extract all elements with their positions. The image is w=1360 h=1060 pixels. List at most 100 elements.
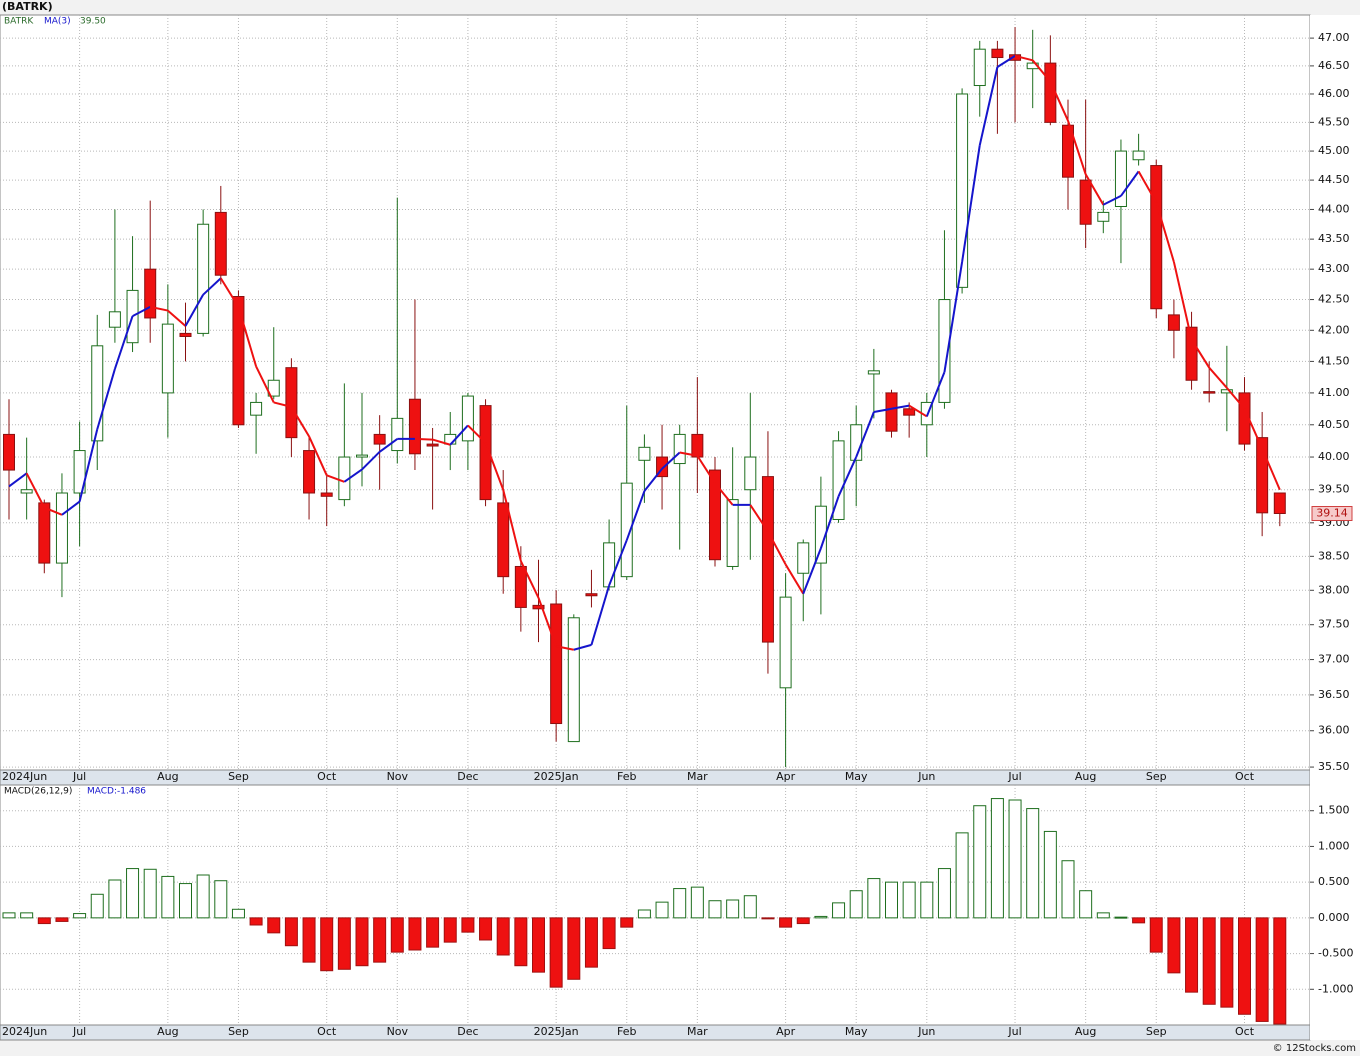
macd-bar — [73, 913, 87, 919]
macd-bar — [1132, 917, 1146, 924]
ma-segment — [519, 560, 540, 599]
ma-segment — [537, 597, 558, 647]
candle-body — [356, 454, 368, 458]
macd-bar — [637, 909, 651, 919]
ma-segment — [414, 437, 433, 441]
macd-bar — [337, 917, 351, 970]
x-tick-label: Oct — [1235, 770, 1255, 783]
ma-segment — [749, 504, 769, 533]
macd-bar — [779, 917, 793, 928]
candle-body — [91, 345, 104, 442]
macd-bar — [1255, 917, 1269, 1022]
ma-segment — [237, 306, 258, 367]
y-tick-label: 0.000 — [1318, 911, 1350, 924]
macd-bar — [761, 917, 775, 920]
candle-body — [832, 440, 845, 520]
y-tick-label: 44.50 — [1318, 173, 1350, 186]
x-tick-label: Aug — [1075, 1025, 1096, 1038]
macd-bar — [479, 917, 493, 941]
candle-body — [956, 93, 969, 288]
ma-segment — [1031, 59, 1052, 83]
ma-segment — [326, 474, 345, 483]
macd-bar — [937, 868, 951, 919]
macd-bar — [867, 878, 881, 919]
y-tick-label: 38.00 — [1318, 583, 1350, 596]
ma-segment — [978, 66, 999, 146]
candle-body — [867, 370, 880, 375]
x-tick-label: Mar — [687, 770, 708, 783]
macd-bar — [426, 917, 440, 948]
y-tick-label: 42.50 — [1318, 293, 1350, 306]
date-strip — [0, 1024, 1311, 1041]
macd-bar — [973, 805, 987, 919]
macd-bar — [355, 917, 369, 967]
x-tick-label: Nov — [387, 1025, 409, 1038]
ma-segment — [696, 455, 716, 484]
ma-segment — [837, 456, 858, 497]
x-tick-label: Aug — [157, 770, 178, 783]
candle-body — [232, 296, 245, 426]
x-tick-label: Oct — [317, 770, 337, 783]
ma-segment — [819, 495, 840, 549]
ma-segment — [555, 645, 574, 651]
macd-bar — [1202, 917, 1216, 1005]
ma-segment — [432, 438, 451, 446]
candle-body — [991, 48, 1004, 59]
ma-segment — [1261, 448, 1281, 491]
ma-segment — [502, 489, 522, 562]
x-tick-label: Nov — [387, 770, 409, 783]
ma-segment — [343, 468, 363, 483]
y-tick-label: 36.50 — [1318, 688, 1350, 701]
y-tick-label: 42.00 — [1318, 323, 1350, 336]
ma-segment — [802, 547, 822, 595]
macd-bar — [320, 917, 334, 972]
macd-bar — [1026, 808, 1040, 919]
last-price-label: 39.14 — [1316, 507, 1348, 520]
ma-segment — [661, 451, 681, 470]
macd-bar — [602, 917, 616, 950]
ma-segment — [379, 438, 398, 453]
candle-body — [620, 482, 633, 578]
page-title: (BATRK) — [2, 0, 53, 13]
macd-bar — [549, 917, 563, 988]
y-tick-label: 46.00 — [1318, 87, 1350, 100]
candle-body — [426, 443, 439, 447]
candle-body — [514, 565, 527, 608]
x-tick-label: Dec — [457, 1025, 478, 1038]
legend-symbol: BATRK — [4, 17, 34, 27]
x-tick-label: Jul — [72, 1025, 86, 1038]
macd-bar — [55, 917, 69, 922]
macd-bar — [390, 917, 404, 953]
last-price-box — [1311, 506, 1353, 522]
ma-segment — [573, 643, 592, 651]
macd-bar — [267, 917, 281, 934]
ma-segment — [449, 424, 469, 446]
macd-bar — [108, 879, 122, 919]
y-tick-label: 45.00 — [1318, 144, 1350, 157]
candle-body — [161, 323, 174, 394]
macd-bar — [2, 912, 16, 919]
y-tick-label: 47.00 — [1318, 31, 1350, 44]
ma-segment — [361, 451, 381, 471]
x-tick-label: 2025Jan — [534, 1025, 579, 1038]
candle-body — [903, 408, 916, 416]
candle-body — [108, 311, 121, 328]
y-tick-label: 1.000 — [1318, 839, 1350, 852]
candle-body — [285, 367, 298, 439]
ma-segment — [1084, 173, 1105, 206]
ma-segment — [484, 442, 505, 491]
macd-bar — [37, 917, 51, 925]
ma-segment — [679, 451, 698, 457]
ma-segment — [273, 401, 292, 408]
legend-ma: MA(3) — [44, 17, 71, 27]
macd-bar — [673, 888, 687, 919]
macd-bar — [179, 883, 192, 919]
candle-body — [1220, 389, 1233, 394]
candle-body — [391, 417, 404, 452]
candle-body — [973, 48, 986, 87]
macd-bar — [814, 915, 828, 919]
candle-body — [55, 492, 68, 564]
candle-body — [73, 450, 86, 494]
ma-segment — [1226, 387, 1246, 410]
ma-segment — [1243, 408, 1264, 450]
